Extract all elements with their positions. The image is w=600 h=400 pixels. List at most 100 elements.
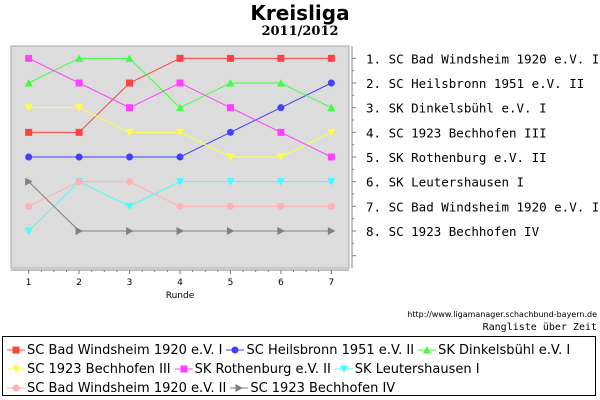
marker-triangle-down	[276, 153, 285, 161]
legend-label: SC 1923 Bechhofen IV	[250, 381, 396, 396]
rank-label: 5. SK Rothenburg e.V. II	[366, 150, 547, 165]
marker-square	[226, 54, 234, 62]
marker-triangle-up	[327, 103, 336, 112]
legend-item: SK Leutershausen I	[334, 362, 480, 377]
legend-swatch	[230, 384, 249, 392]
rank-label: 6. SK Leutershausen I	[366, 175, 524, 190]
legend-item: SC Bad Windsheim 1920 e.V. II	[7, 381, 226, 396]
marker-triangle-right	[327, 227, 336, 235]
marker-square	[12, 346, 20, 354]
marker-triangle-down	[339, 365, 348, 373]
series-markers	[24, 54, 336, 235]
marker-circle	[75, 178, 83, 186]
legend-row: SC 1923 Bechhofen III SK Rothenburg e.V. …	[7, 359, 591, 378]
marker-circle	[25, 153, 33, 161]
source-url[interactable]: http://www.ligamanager.schachbund-bayern…	[407, 310, 597, 319]
marker-triangle-down	[75, 104, 84, 112]
marker-circle	[277, 202, 285, 210]
marker-square	[126, 79, 134, 87]
marker-square	[75, 128, 83, 136]
x-tick-label: 4	[177, 278, 183, 288]
marker-circle	[75, 153, 83, 161]
chart-caption: Rangliste über Zeit	[482, 322, 597, 333]
marker-circle	[12, 384, 20, 392]
legend-label: SK Dinkelsbühl e.V. I	[438, 343, 571, 358]
marker-circle	[25, 202, 33, 210]
rank-label: 3. SK Dinkelsbühl e.V. I	[366, 101, 547, 116]
legend: SC Bad Windsheim 1920 e.V. I SC Heilsbron…	[2, 336, 596, 396]
marker-triangle-down	[24, 227, 33, 235]
marker-triangle-down	[226, 178, 235, 186]
marker-square	[25, 128, 33, 136]
marker-triangle-down	[125, 202, 134, 211]
marker-triangle-down	[327, 128, 336, 137]
axes: 1 2 3 4 5 6 7	[11, 46, 356, 288]
chart-subtitle: 2011/2012	[261, 24, 339, 39]
legend-item: SC Bad Windsheim 1920 e.V. I	[7, 343, 222, 358]
marker-triangle-down	[125, 128, 134, 137]
legend-item: SC 1923 Bechhofen IV	[230, 381, 395, 396]
legend-swatch	[7, 346, 25, 354]
marker-triangle-up	[423, 346, 432, 354]
marker-triangle-down	[276, 178, 285, 186]
x-tick-label: 3	[127, 278, 133, 288]
marker-triangle-up	[226, 79, 235, 87]
marker-circle	[327, 202, 335, 210]
rank-label: 4. SC 1923 Bechhofen III	[366, 125, 547, 140]
legend-item: SC Heilsbronn 1951 e.V. II	[226, 343, 414, 358]
marker-triangle-down	[12, 365, 20, 373]
marker-triangle-right	[75, 227, 84, 235]
marker-circle	[176, 202, 184, 210]
rank-labels: 1. SC Bad Windsheim 1920 e.V. I 2. SC Hei…	[366, 51, 600, 239]
rank-label: 7. SC Bad Windsheim 1920 e.V. II	[366, 199, 600, 214]
marker-square	[180, 365, 188, 373]
marker-square	[327, 54, 335, 62]
legend-item: SK Rothenburg e.V. II	[174, 362, 331, 377]
marker-circle	[277, 104, 285, 112]
marker-triangle-up	[276, 79, 285, 87]
marker-square	[126, 104, 134, 112]
marker-square	[327, 153, 335, 161]
marker-circle	[226, 202, 234, 210]
x-tick-label: 2	[76, 278, 82, 288]
marker-triangle-down	[327, 178, 336, 186]
marker-triangle-right	[277, 227, 285, 235]
marker-triangle-right	[235, 384, 244, 392]
legend-label: SK Rothenburg e.V. II	[194, 362, 331, 377]
marker-circle	[226, 128, 234, 136]
rank-label: 1. SC Bad Windsheim 1920 e.V. I	[366, 51, 599, 66]
marker-triangle-right	[126, 227, 134, 235]
x-tick-label: 1	[26, 278, 32, 288]
legend-swatch	[7, 384, 25, 392]
legend-label: SC Bad Windsheim 1920 e.V. I	[27, 343, 223, 358]
legend-item: SK Dinkelsbühl e.V. I	[418, 343, 570, 358]
legend-item: SC 1923 Bechhofen III	[7, 362, 171, 377]
marker-triangle-up	[125, 54, 134, 62]
marker-square	[277, 54, 285, 62]
marker-triangle-right	[176, 227, 184, 235]
legend-swatch	[7, 365, 25, 373]
legend-swatch	[334, 365, 353, 373]
marker-triangle-down	[176, 178, 184, 186]
legend-label: SC Heilsbronn 1951 e.V. II	[246, 343, 415, 358]
marker-square	[226, 104, 234, 112]
marker-square	[277, 128, 285, 136]
chart-title: Kreisliga	[250, 1, 350, 25]
marker-square	[176, 79, 184, 87]
marker-square	[176, 54, 184, 62]
legend-row: SC Bad Windsheim 1920 e.V. I SC Heilsbron…	[7, 340, 591, 359]
legend-label: SC 1923 Bechhofen III	[27, 362, 171, 377]
rank-label: 8. SC 1923 Bechhofen IV	[366, 224, 540, 239]
x-tick-label: 6	[278, 278, 284, 288]
legend-row: SC Bad Windsheim 1920 e.V. II SC 1923 Bec…	[7, 378, 591, 397]
legend-label: SC Bad Windsheim 1920 e.V. II	[27, 381, 227, 396]
marker-square	[25, 54, 33, 62]
legend-swatch	[418, 346, 437, 354]
rank-label: 2. SC Heilsbronn 1951 e.V. II	[366, 76, 584, 91]
marker-triangle-up	[176, 103, 184, 112]
marker-circle	[231, 346, 239, 354]
x-tick-label: 7	[328, 278, 334, 288]
marker-circle	[327, 79, 335, 87]
marker-triangle-right	[226, 227, 235, 235]
marker-triangle-down	[24, 104, 33, 112]
